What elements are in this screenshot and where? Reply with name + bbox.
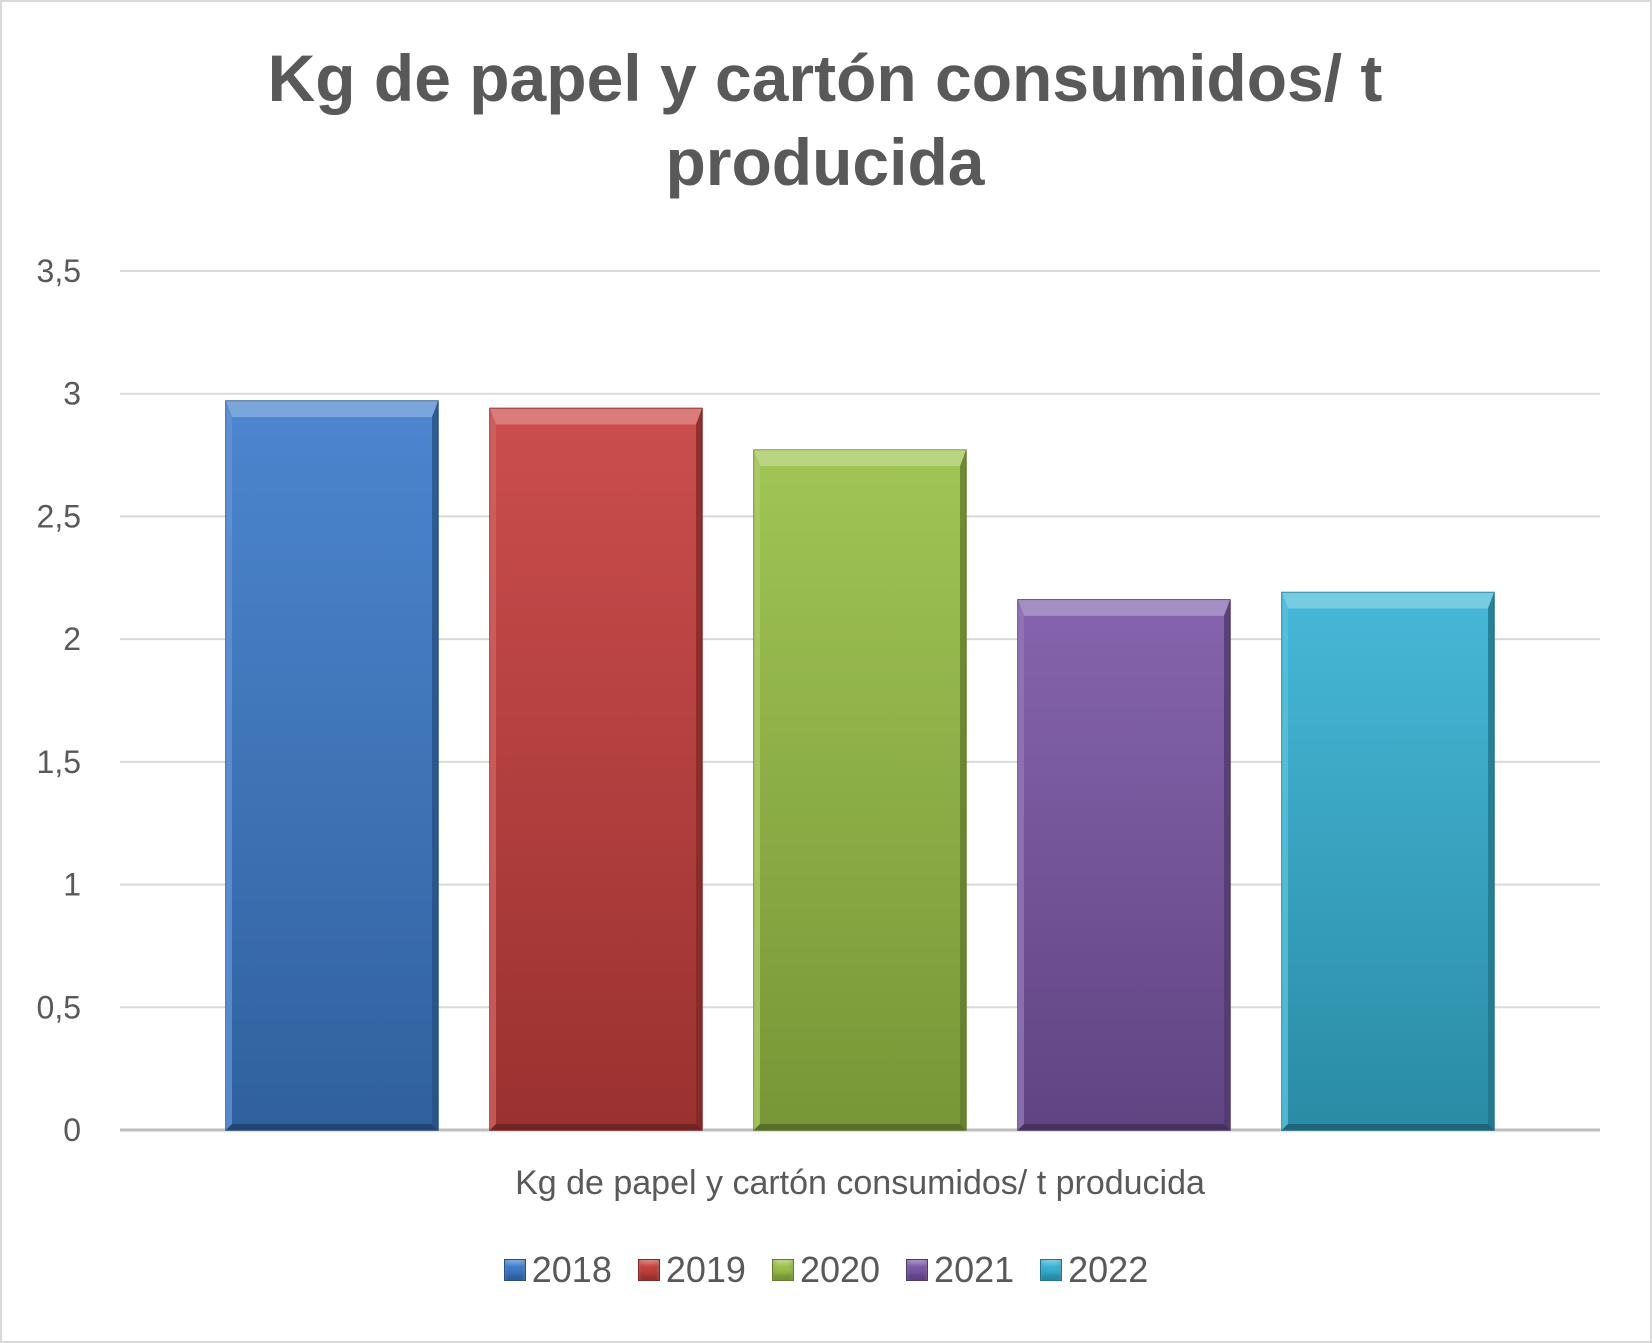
y-tick-label: 0,5 — [37, 989, 81, 1025]
bar-left-bevel — [754, 450, 760, 1131]
legend-label: 2018 — [531, 1249, 612, 1290]
legend-label: 2022 — [1068, 1249, 1149, 1290]
bar-right-bevel — [696, 408, 702, 1130]
y-axis: 0 0,5 1 1,5 2 2,5 3 3,5 — [37, 253, 81, 1148]
bar-2022 — [1281, 591, 1495, 1131]
y-tick-label: 3 — [63, 376, 81, 412]
bar-2019 — [489, 407, 703, 1131]
bar-top-bevel — [1282, 592, 1494, 609]
legend-swatch — [637, 1259, 660, 1281]
y-tick-label: 2 — [63, 621, 81, 657]
legend-label: 2019 — [665, 1249, 746, 1290]
y-tick-label: 0 — [63, 1112, 81, 1148]
legend-item-2022: 2022 — [1040, 1249, 1148, 1291]
bar-bottom-bevel — [1018, 1124, 1230, 1130]
y-tick-label: 1,5 — [37, 744, 81, 780]
bar-body — [753, 449, 967, 1131]
legend-swatch — [1040, 1259, 1063, 1281]
y-tick-label: 1 — [63, 867, 81, 903]
bar-bottom-bevel — [226, 1124, 438, 1130]
bar-right-bevel — [1488, 592, 1494, 1130]
legend-item-2019: 2019 — [637, 1249, 746, 1291]
bar-body — [489, 407, 703, 1131]
legend-item-2020: 2020 — [771, 1249, 881, 1291]
y-tick-label: 3,5 — [37, 253, 81, 289]
bar-top-bevel — [490, 408, 702, 425]
bar-2020 — [753, 449, 967, 1131]
y-tick-label: 2,5 — [37, 498, 81, 534]
legend-swatch — [906, 1259, 929, 1281]
bar-bottom-bevel — [490, 1124, 702, 1130]
legend-item-2021: 2021 — [906, 1249, 1014, 1291]
bar-left-bevel — [490, 408, 496, 1130]
legend: 2018 2019 2020 2021 2022 — [0, 1249, 1652, 1291]
bar-right-bevel — [1224, 599, 1230, 1130]
bar-bottom-bevel — [754, 1124, 966, 1130]
bar-body — [1017, 599, 1231, 1131]
bar-right-bevel — [960, 450, 966, 1131]
bar-right-bevel — [432, 401, 438, 1130]
bar-left-bevel — [1282, 592, 1288, 1130]
legend-label: 2021 — [934, 1249, 1015, 1290]
bar-bottom-bevel — [1282, 1124, 1494, 1130]
legend-swatch — [503, 1259, 526, 1281]
bar-left-bevel — [1018, 599, 1024, 1130]
chart-title: Kg de papel y cartón consumidos/ t produ… — [267, 41, 1383, 199]
bar-body — [225, 400, 439, 1131]
bar-top-bevel — [226, 401, 438, 418]
bar-left-bevel — [226, 401, 232, 1130]
bar-2021 — [1017, 599, 1231, 1131]
bar-top-bevel — [754, 450, 966, 467]
bar-top-bevel — [1018, 599, 1230, 616]
legend-swatch — [771, 1259, 794, 1281]
x-category-label: Kg de papel y cartón consumidos/ t produ… — [515, 1164, 1205, 1202]
legend-item-2018: 2018 — [503, 1249, 612, 1291]
bar-body — [1281, 591, 1495, 1131]
legend-label: 2020 — [799, 1249, 881, 1290]
bars — [225, 400, 1495, 1131]
bar-2018 — [225, 400, 439, 1131]
